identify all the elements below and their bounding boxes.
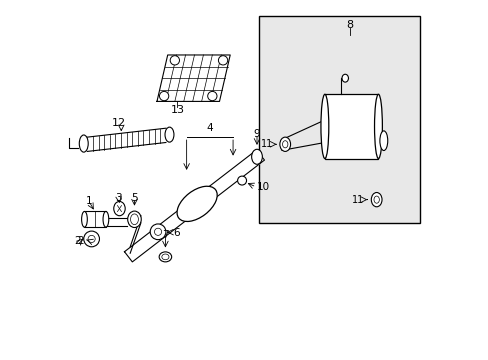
Ellipse shape [341,74,348,82]
Ellipse shape [103,211,108,227]
Bar [324,94,378,158]
Ellipse shape [127,211,141,228]
Ellipse shape [177,186,217,221]
Ellipse shape [279,137,290,152]
Ellipse shape [164,127,174,142]
Circle shape [83,231,99,247]
Ellipse shape [162,254,169,260]
Ellipse shape [379,131,387,150]
Text: 6: 6 [173,228,179,238]
Text: 11: 11 [260,139,272,149]
Text: 12: 12 [111,118,125,128]
Circle shape [159,91,168,101]
Text: 5: 5 [131,193,138,203]
Circle shape [88,235,95,243]
Ellipse shape [114,202,125,216]
Ellipse shape [237,176,246,185]
Ellipse shape [373,196,379,203]
Ellipse shape [374,94,382,158]
Text: 1: 1 [85,197,92,206]
Bar [258,16,419,223]
Polygon shape [87,128,165,152]
Circle shape [170,56,179,65]
Text: 4: 4 [206,123,213,133]
Text: 2: 2 [78,236,84,246]
Ellipse shape [251,149,262,164]
Ellipse shape [320,94,328,158]
Circle shape [154,228,162,235]
Text: 7: 7 [162,230,168,240]
Text: 9: 9 [253,129,260,139]
Ellipse shape [282,141,287,148]
Text: 8: 8 [346,19,353,30]
Circle shape [207,91,217,101]
Text: 10: 10 [256,182,269,192]
Circle shape [218,56,227,65]
Circle shape [150,224,165,240]
Bar [84,211,106,227]
Text: 13: 13 [170,105,184,114]
Text: 11: 11 [351,195,364,204]
Ellipse shape [81,211,87,227]
Ellipse shape [159,252,171,262]
Ellipse shape [79,135,88,152]
Ellipse shape [130,214,138,225]
Polygon shape [157,55,230,102]
Text: 3: 3 [115,193,122,203]
Polygon shape [124,150,264,262]
Text: 2: 2 [74,236,81,246]
Ellipse shape [370,193,381,207]
